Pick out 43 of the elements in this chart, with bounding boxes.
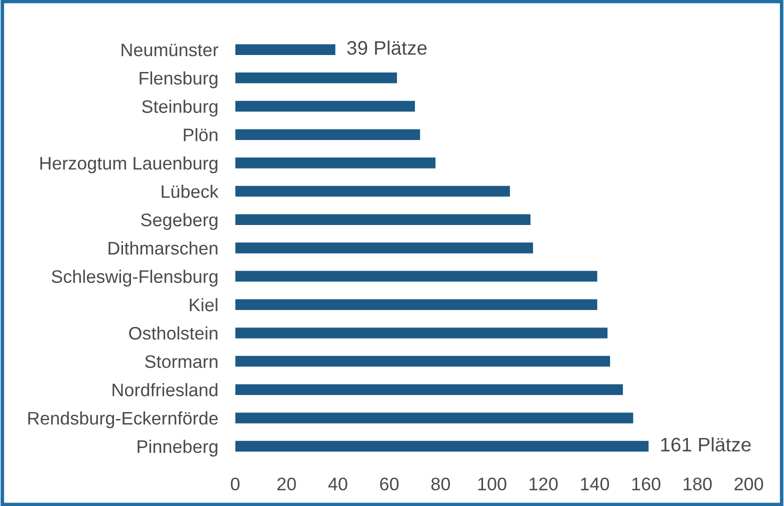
x-tick-label: 0 (230, 478, 240, 490)
y-tick-label: Schleswig-Flensburg (52, 270, 218, 287)
y-tick-label: Nordfriesland (112, 383, 218, 396)
y-tick-label: Dithmarschen (108, 241, 218, 255)
x-tick-label: 40 (328, 478, 348, 490)
data-label: 39 Plätze (347, 40, 427, 55)
bar (235, 412, 634, 424)
bar (235, 72, 397, 84)
bar (235, 214, 530, 225)
bar (235, 44, 336, 55)
x-tick-label: 200 (734, 478, 764, 490)
x-tick-label: 180 (684, 478, 712, 490)
bar (235, 242, 534, 254)
bar (235, 440, 649, 452)
y-tick-label: Neumünster (122, 44, 218, 56)
x-tick-label: 100 (478, 478, 506, 490)
bar (235, 186, 510, 197)
x-tick-label: 160 (632, 478, 660, 490)
x-tick-label: 20 (277, 478, 296, 490)
x-tick-label: 140 (580, 478, 610, 490)
bar (235, 100, 415, 112)
bar (235, 299, 598, 310)
x-tick-label: 80 (431, 478, 450, 490)
bar (235, 384, 623, 396)
bar (235, 270, 598, 282)
x-tick-label: 120 (530, 478, 558, 490)
bar (235, 158, 436, 168)
y-tick-label: Plön (184, 128, 218, 142)
y-tick-label: Kiel (190, 298, 218, 312)
y-tick-label: Stormarn (145, 355, 218, 368)
y-tick-label: Flensburg (140, 71, 218, 88)
y-tick-label: Lübeck (162, 184, 219, 198)
y-tick-label: Segeberg (141, 213, 218, 230)
y-tick-label: Rendsburg-Eckernförde (28, 411, 218, 428)
y-tick-label: Herzogtum Lauenburg (40, 156, 218, 174)
bar (235, 129, 420, 140)
bar (235, 356, 610, 367)
data-label: 161 Plätze (661, 437, 751, 452)
y-tick-label: Ostholstein (129, 326, 218, 340)
y-tick-label: Steinburg (142, 100, 218, 117)
bar (235, 328, 608, 338)
x-tick-label: 60 (380, 478, 399, 490)
y-tick-label: Pinneberg (138, 440, 218, 457)
